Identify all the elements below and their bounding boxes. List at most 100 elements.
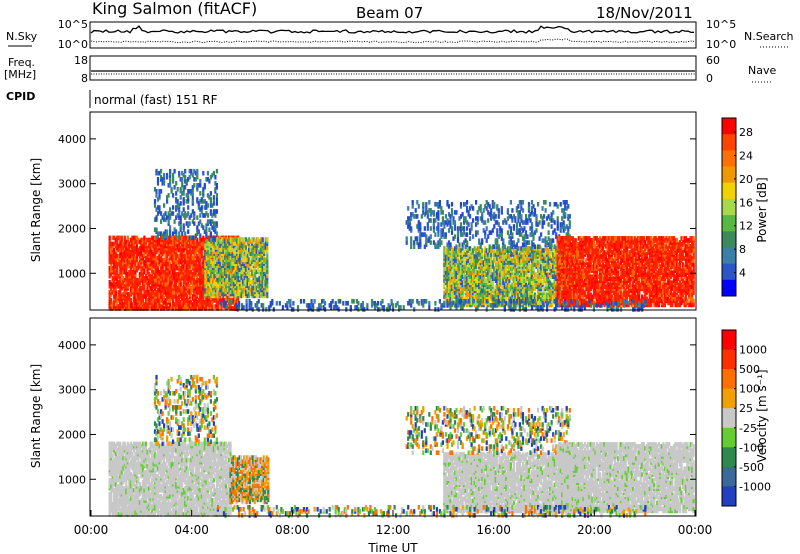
echo-cell [131, 245, 134, 251]
echo-cell [172, 269, 175, 275]
echo-cell [113, 235, 116, 241]
echo-cell [226, 267, 230, 272]
echo-cell [184, 235, 187, 241]
echo-cell [166, 239, 169, 245]
echo-cell [152, 298, 155, 303]
echo-cell [140, 269, 143, 275]
echo-cell [248, 257, 251, 262]
echo-cell [155, 249, 158, 255]
echo-cell [108, 280, 111, 285]
echo-cell [204, 271, 207, 277]
echo-cell [132, 292, 135, 297]
echo-cell [138, 300, 141, 305]
echo-cell [185, 306, 188, 311]
echo-cell [176, 296, 179, 301]
echo-cell [137, 237, 140, 243]
echo-cell [155, 227, 158, 232]
echo-cell [120, 235, 123, 241]
nsearch-label: N.Search [744, 30, 794, 43]
echo-cell [193, 269, 196, 275]
echo-cell [172, 241, 175, 247]
echo-cell [173, 263, 176, 269]
echo-cell [146, 237, 149, 243]
echo-cell [156, 237, 160, 243]
echo-cell [135, 235, 138, 241]
nsearch-trace [90, 38, 695, 44]
echo-cell [187, 197, 190, 202]
echo-cell [117, 253, 120, 259]
echo-cell [219, 257, 222, 262]
echo-cell [260, 267, 263, 272]
echo-cell [176, 286, 179, 291]
echo-cell [179, 265, 182, 271]
echo-cell [223, 281, 227, 287]
echo-cell [185, 292, 188, 297]
echo-cell [163, 273, 166, 279]
echo-cell [119, 241, 122, 247]
echo-cell [214, 251, 217, 256]
echo-cell [261, 271, 264, 277]
echo-cell [178, 235, 181, 240]
echo-cell [122, 280, 125, 285]
echo-cell [194, 251, 197, 257]
echo-cell [153, 199, 157, 204]
echo-cell [191, 282, 194, 287]
echo-cell [207, 249, 210, 254]
echo-cell [187, 229, 190, 234]
echo-cell [266, 293, 269, 299]
echo-cell [182, 247, 185, 253]
echo-cell [108, 239, 111, 245]
echo-cell [160, 304, 163, 309]
echo-cell [113, 241, 116, 247]
echo-cell [111, 302, 114, 307]
echo-cell [172, 211, 175, 216]
echo-cell [175, 229, 178, 234]
echo-cell [116, 235, 119, 241]
echo-cell [197, 304, 200, 309]
echo-cell [160, 219, 163, 224]
echo-cell [141, 253, 144, 259]
echo-cell [236, 239, 239, 244]
echo-cell [200, 209, 203, 214]
echo-cell [172, 205, 175, 210]
echo-cell [254, 267, 257, 272]
echo-cell [188, 284, 191, 289]
echo-cell [231, 271, 234, 277]
echo-cell [164, 286, 167, 291]
echo-cell [246, 267, 249, 272]
echo-cell [167, 298, 170, 303]
echo-cell [206, 235, 209, 241]
echo-cell [194, 286, 197, 291]
echo-cell [125, 296, 128, 301]
echo-cell [254, 261, 257, 266]
echo-cell [131, 288, 134, 293]
echo-cell [215, 193, 218, 198]
echo-cell [147, 257, 151, 263]
echo-cell [249, 251, 252, 256]
echo-cell [158, 205, 161, 210]
echo-cell [181, 263, 184, 269]
echo-cell [122, 241, 125, 247]
echo-cell [257, 277, 260, 283]
echo-cell [134, 269, 137, 275]
echo-cell [173, 286, 176, 291]
echo-cell [208, 306, 211, 311]
echo-cell [229, 267, 233, 272]
echo-cell [202, 241, 205, 247]
echo-cell [261, 291, 264, 297]
echo-cell [131, 235, 134, 241]
echo-cell [208, 283, 211, 289]
echo-cell [251, 279, 254, 285]
echo-cell [110, 282, 113, 287]
echo-cell [143, 259, 146, 265]
echo-cell [111, 276, 114, 281]
echo-cell [164, 273, 167, 279]
echo-cell [246, 239, 249, 244]
echo-cell [147, 294, 151, 299]
echo-cell [199, 191, 202, 196]
echo-cell [143, 294, 146, 299]
echo-cell [223, 296, 226, 301]
echo-cell [158, 302, 161, 307]
echo-cell [152, 235, 155, 241]
echo-cell [169, 302, 172, 307]
